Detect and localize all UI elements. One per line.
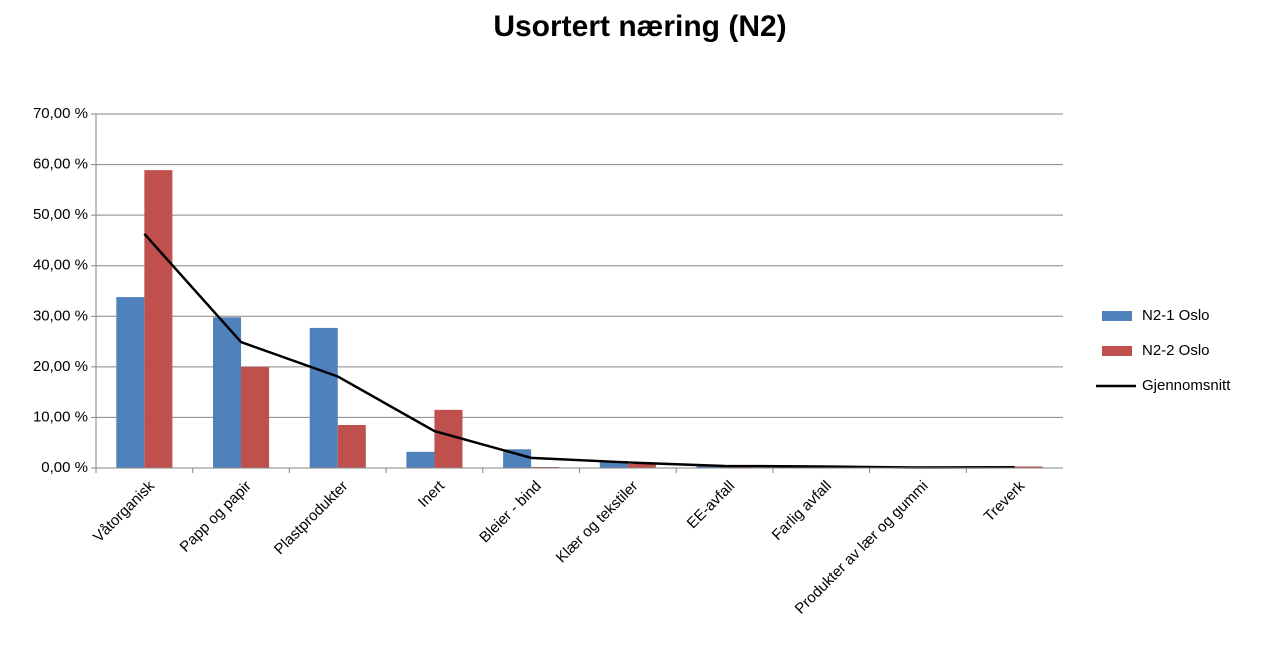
legend-label: N2-1 Oslo [1142, 307, 1210, 324]
x-tick-label: Inert [415, 477, 449, 511]
y-tick-label: 50,00 % [33, 206, 88, 223]
bar [309, 327, 338, 468]
bar [434, 409, 463, 468]
bar [1014, 466, 1043, 468]
bar [724, 466, 753, 468]
x-tick-label: Papp og papir [177, 478, 255, 556]
bar [406, 451, 435, 468]
bar [337, 425, 366, 468]
legend-label: N2-2 Oslo [1142, 342, 1210, 359]
bar [213, 317, 242, 468]
bar [116, 297, 145, 468]
x-tick-label: Treverk [981, 477, 1029, 525]
y-tick-label: 60,00 % [33, 156, 88, 173]
legend-label: Gjennomsnitt [1142, 377, 1231, 394]
y-tick-label: 30,00 % [33, 307, 88, 324]
bar [599, 460, 628, 468]
bar [531, 466, 560, 468]
x-tick-label: Klær og tekstiler [553, 478, 642, 567]
bar [627, 463, 656, 468]
bar [503, 449, 532, 468]
x-tick-label: Farlig avfall [769, 478, 835, 544]
legend-swatch [1102, 346, 1132, 356]
y-tick-label: 20,00 % [33, 358, 88, 375]
x-tick-label: Våtorganisk [90, 477, 158, 545]
chart-title: Usortert næring (N2) [493, 10, 786, 43]
y-tick-label: 0,00 % [41, 459, 88, 476]
legend-swatch [1102, 311, 1132, 321]
bar [241, 366, 270, 468]
bar [144, 170, 173, 469]
line-series [143, 233, 1015, 469]
y-tick-label: 70,00 % [33, 105, 88, 122]
y-tick-label: 40,00 % [33, 257, 88, 274]
x-tick-label: Plastprodukter [271, 478, 351, 558]
y-tick-label: 10,00 % [33, 408, 88, 425]
x-tick-label: EE-avfall [684, 478, 738, 532]
x-tick-label: Bleier - bind [476, 478, 545, 547]
